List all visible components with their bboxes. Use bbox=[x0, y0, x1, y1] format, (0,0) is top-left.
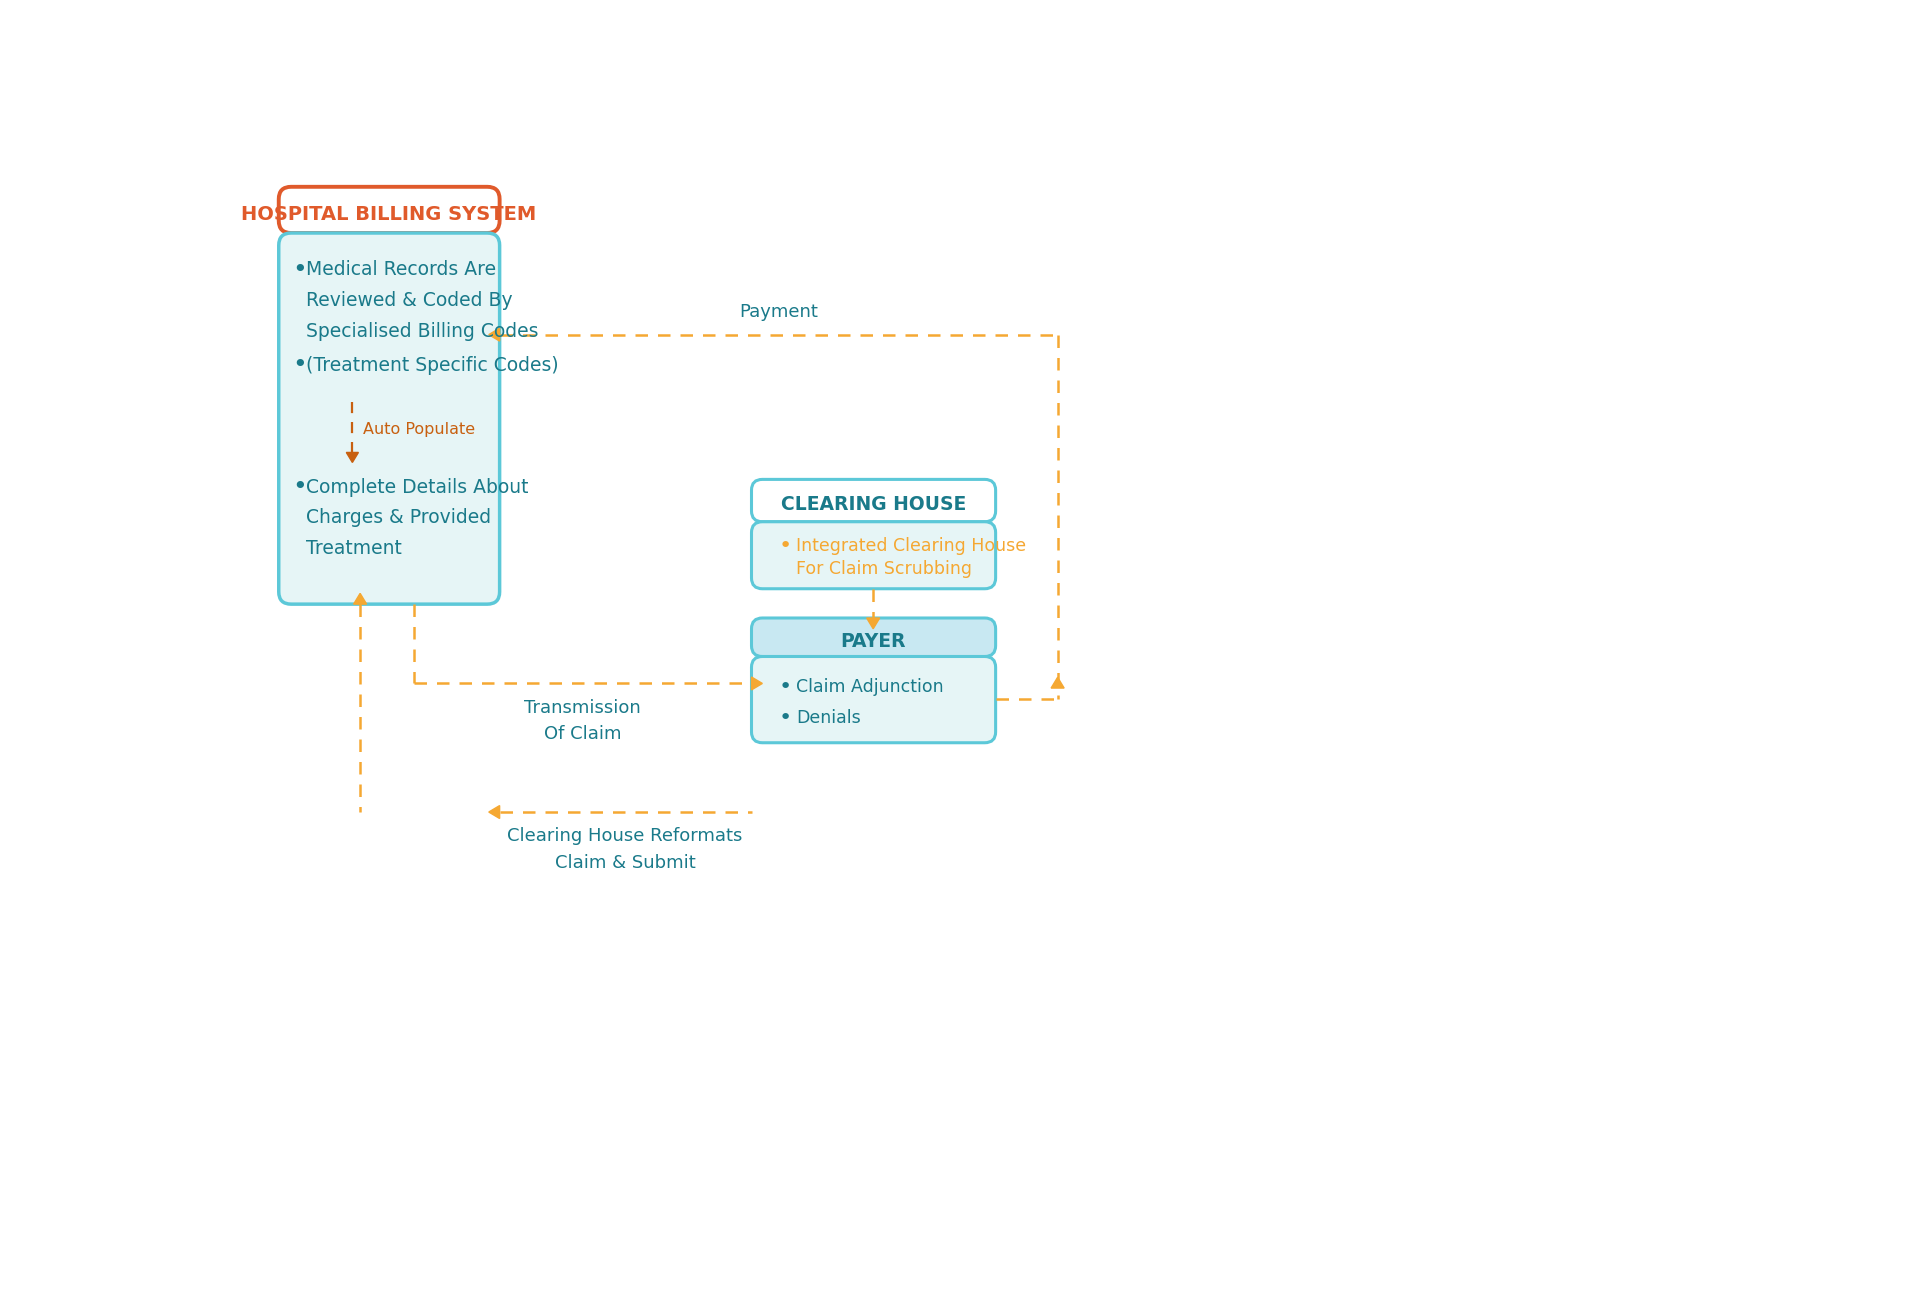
Text: Treatment: Treatment bbox=[305, 540, 401, 558]
Text: Auto Populate: Auto Populate bbox=[363, 421, 476, 437]
Polygon shape bbox=[1050, 677, 1064, 688]
Polygon shape bbox=[751, 677, 762, 690]
Text: Complete Details About: Complete Details About bbox=[305, 477, 528, 497]
Text: Denials: Denials bbox=[797, 708, 862, 727]
Text: HOSPITAL BILLING SYSTEM: HOSPITAL BILLING SYSTEM bbox=[242, 205, 536, 224]
Text: PAYER: PAYER bbox=[841, 632, 906, 650]
Text: Transmission
Of Claim: Transmission Of Claim bbox=[524, 699, 641, 744]
FancyBboxPatch shape bbox=[751, 480, 996, 521]
Polygon shape bbox=[490, 806, 499, 819]
FancyBboxPatch shape bbox=[751, 618, 996, 656]
Text: CLEARING HOUSE: CLEARING HOUSE bbox=[781, 494, 966, 514]
Text: •: • bbox=[292, 257, 307, 282]
FancyBboxPatch shape bbox=[278, 233, 499, 604]
Text: (Treatment Specific Codes): (Treatment Specific Codes) bbox=[305, 356, 559, 374]
Text: Specialised Billing Codes: Specialised Billing Codes bbox=[305, 322, 538, 341]
Text: Payment: Payment bbox=[739, 303, 818, 321]
Text: Clearing House Reformats
Claim & Submit: Clearing House Reformats Claim & Submit bbox=[507, 827, 743, 872]
FancyBboxPatch shape bbox=[278, 187, 499, 233]
Polygon shape bbox=[866, 618, 879, 629]
Text: •: • bbox=[780, 677, 791, 697]
Text: Medical Records Are: Medical Records Are bbox=[305, 260, 495, 280]
Text: Integrated Clearing House: Integrated Clearing House bbox=[797, 537, 1027, 555]
Polygon shape bbox=[346, 452, 359, 463]
Text: Claim Adjunction: Claim Adjunction bbox=[797, 679, 945, 697]
Polygon shape bbox=[353, 593, 367, 605]
Text: •: • bbox=[780, 536, 791, 555]
FancyBboxPatch shape bbox=[751, 656, 996, 742]
Text: Reviewed & Coded By: Reviewed & Coded By bbox=[305, 291, 513, 311]
Text: For Claim Scrubbing: For Claim Scrubbing bbox=[797, 560, 972, 577]
Text: •: • bbox=[292, 354, 307, 377]
Text: Charges & Provided: Charges & Provided bbox=[305, 508, 492, 528]
Text: •: • bbox=[780, 708, 791, 728]
Text: •: • bbox=[292, 474, 307, 499]
Polygon shape bbox=[490, 328, 499, 341]
FancyBboxPatch shape bbox=[751, 521, 996, 589]
